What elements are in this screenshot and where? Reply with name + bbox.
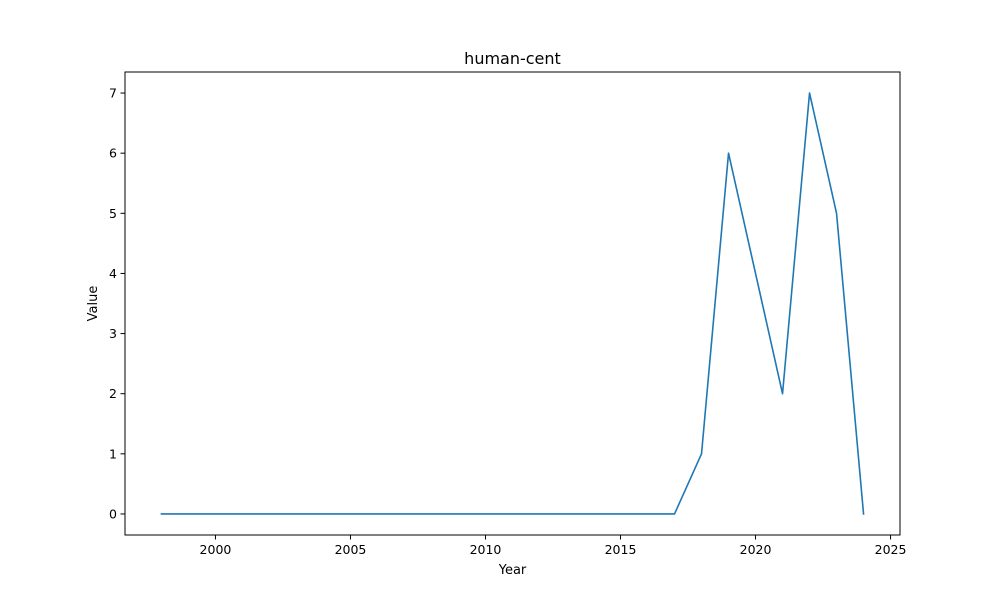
x-tick-label: 2015 [605,542,637,557]
x-tick-label: 2020 [740,542,772,557]
y-tick-label: 1 [109,446,117,461]
plot-frame [124,71,901,536]
y-tick-label: 3 [109,326,117,341]
y-tick-label: 5 [109,206,117,221]
y-tick-label: 2 [109,386,117,401]
y-axis-label: Value [86,286,101,322]
x-axis-ticks: 2000 2005 2010 2015 2020 2025 [200,535,907,557]
x-tick-label: 2000 [200,542,232,557]
x-tick-label: 2005 [335,542,367,557]
y-tick-label: 0 [109,506,117,521]
series-line [160,92,865,515]
chart-title: human-cent [464,49,561,68]
y-tick-label: 4 [109,266,117,281]
x-tick-label: 2025 [875,542,907,557]
y-tick-label: 6 [109,146,117,161]
series-layer [160,92,865,515]
x-axis-label: Year [498,563,527,578]
plot-area [125,72,900,535]
y-tick-label: 7 [109,86,117,101]
x-tick-label: 2010 [470,542,502,557]
y-axis-ticks: 0 1 2 3 4 5 6 7 [109,86,125,521]
